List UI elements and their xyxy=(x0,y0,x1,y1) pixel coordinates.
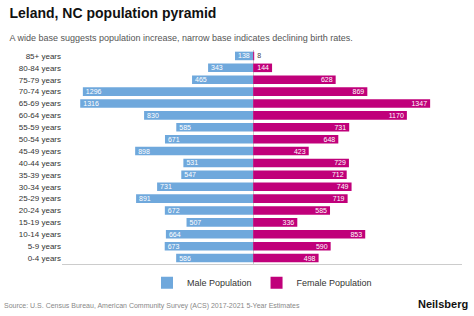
svg-text:80-84 years: 80-84 years xyxy=(19,64,61,73)
svg-text:465: 465 xyxy=(195,76,207,83)
svg-text:719: 719 xyxy=(333,195,345,202)
svg-text:585: 585 xyxy=(315,207,327,214)
svg-text:343: 343 xyxy=(211,64,223,71)
svg-text:20-24 years: 20-24 years xyxy=(19,206,61,215)
svg-text:Neilsberg: Neilsberg xyxy=(418,298,468,310)
svg-text:731: 731 xyxy=(334,124,346,131)
svg-text:70-74 years: 70-74 years xyxy=(19,87,61,96)
svg-text:648: 648 xyxy=(324,136,336,143)
svg-text:869: 869 xyxy=(353,88,365,95)
svg-text:Leland, NC population pyramid: Leland, NC population pyramid xyxy=(9,5,216,21)
svg-text:1347: 1347 xyxy=(411,100,427,107)
svg-text:45-49 years: 45-49 years xyxy=(19,147,61,156)
svg-text:749: 749 xyxy=(337,183,349,190)
svg-text:Male Population: Male Population xyxy=(187,278,252,288)
svg-text:853: 853 xyxy=(350,231,362,238)
svg-text:830: 830 xyxy=(147,112,159,119)
svg-text:85+ years: 85+ years xyxy=(26,52,61,61)
svg-text:628: 628 xyxy=(321,76,333,83)
svg-text:60-64 years: 60-64 years xyxy=(19,111,61,120)
svg-text:55-59 years: 55-59 years xyxy=(19,123,61,132)
svg-text:75-79 years: 75-79 years xyxy=(19,76,61,85)
svg-text:664: 664 xyxy=(169,231,181,238)
svg-text:671: 671 xyxy=(168,136,180,143)
svg-text:A wide base suggests populatio: A wide base suggests population increase… xyxy=(9,33,352,43)
svg-text:25-29 years: 25-29 years xyxy=(19,194,61,203)
svg-text:1316: 1316 xyxy=(83,100,99,107)
svg-text:336: 336 xyxy=(283,219,295,226)
svg-text:891: 891 xyxy=(139,195,151,202)
svg-text:144: 144 xyxy=(257,64,269,71)
svg-text:531: 531 xyxy=(186,159,198,166)
svg-text:35-39 years: 35-39 years xyxy=(19,171,61,180)
svg-text:731: 731 xyxy=(160,183,172,190)
svg-text:30-34 years: 30-34 years xyxy=(19,183,61,192)
svg-text:10-14 years: 10-14 years xyxy=(19,230,61,239)
svg-text:586: 586 xyxy=(179,255,191,262)
svg-text:Female Population: Female Population xyxy=(297,278,372,288)
svg-text:498: 498 xyxy=(304,255,316,262)
svg-text:673: 673 xyxy=(168,243,180,250)
svg-text:40-44 years: 40-44 years xyxy=(19,159,61,168)
svg-text:547: 547 xyxy=(184,171,196,178)
svg-text:8: 8 xyxy=(257,52,261,59)
svg-text:585: 585 xyxy=(179,124,191,131)
svg-text:1296: 1296 xyxy=(86,88,102,95)
svg-text:729: 729 xyxy=(334,159,346,166)
svg-text:Source: U.S. Census Bureau, Am: Source: U.S. Census Bureau, American Com… xyxy=(4,302,300,310)
svg-text:65-69 years: 65-69 years xyxy=(19,99,61,108)
svg-text:590: 590 xyxy=(316,243,328,250)
svg-text:712: 712 xyxy=(332,171,344,178)
svg-text:138: 138 xyxy=(238,52,250,59)
svg-text:423: 423 xyxy=(294,148,306,155)
svg-text:898: 898 xyxy=(138,148,150,155)
svg-text:5-9 years: 5-9 years xyxy=(28,242,61,251)
svg-text:15-19 years: 15-19 years xyxy=(19,218,61,227)
svg-text:507: 507 xyxy=(190,219,202,226)
svg-text:50-54 years: 50-54 years xyxy=(19,135,61,144)
svg-text:1170: 1170 xyxy=(389,112,404,119)
svg-text:0-4 years: 0-4 years xyxy=(28,254,61,263)
svg-text:672: 672 xyxy=(168,207,180,214)
